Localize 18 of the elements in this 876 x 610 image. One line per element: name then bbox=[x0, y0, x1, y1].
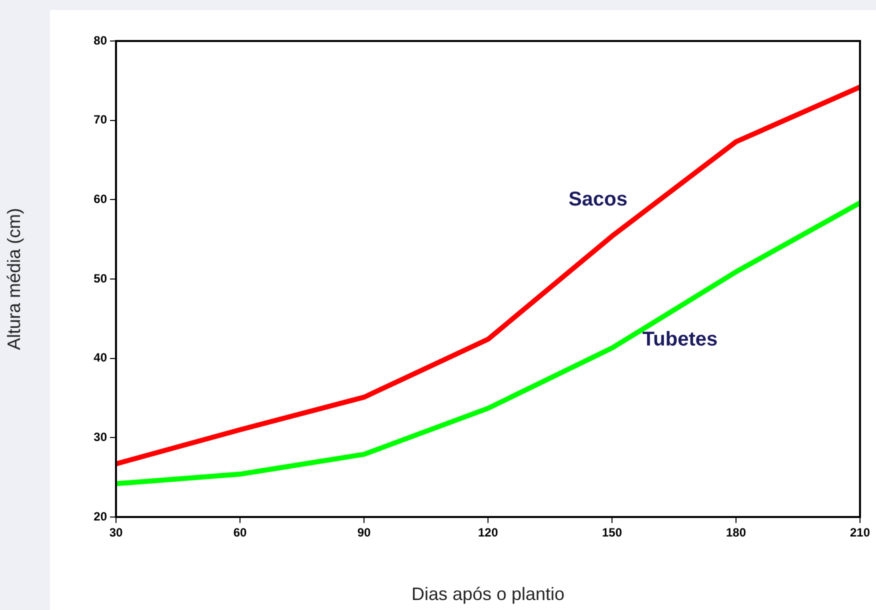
x-tick-label: 150 bbox=[602, 526, 622, 540]
x-tick-label: 90 bbox=[357, 526, 371, 540]
y-axis-title: Altura média (cm) bbox=[4, 208, 24, 350]
x-tick-label: 30 bbox=[109, 526, 123, 540]
x-tick-label: 210 bbox=[850, 526, 870, 540]
y-tick-label: 70 bbox=[94, 112, 108, 127]
y-tick-label: 30 bbox=[94, 430, 108, 444]
series-label: Tubetes bbox=[642, 328, 718, 351]
x-tick-label: 120 bbox=[478, 526, 498, 540]
y-tick-label: 20 bbox=[94, 509, 108, 524]
x-axis-title: Dias após o plantio bbox=[411, 584, 565, 604]
y-tick-label: 60 bbox=[94, 192, 108, 206]
x-tick-label: 180 bbox=[726, 526, 746, 540]
y-tick-label: 50 bbox=[94, 271, 108, 286]
y-tick-label: 40 bbox=[94, 350, 108, 365]
series-label: Sacos bbox=[568, 188, 628, 211]
y-tick-label: 80 bbox=[94, 33, 108, 48]
x-tick-label: 60 bbox=[233, 526, 247, 540]
